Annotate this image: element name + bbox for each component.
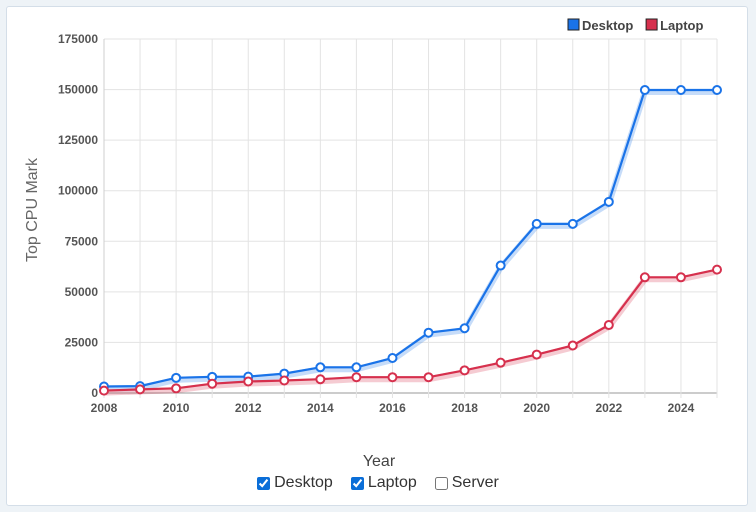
desktop-checkbox[interactable] [257,476,271,490]
legend-item-laptop: Laptop [645,18,703,33]
legend-swatch [645,18,658,31]
data-point [567,218,578,229]
data-point [171,372,182,383]
data-point [99,385,109,396]
x-tick-label: 2014 [307,401,334,415]
y-tick-label: 125000 [58,133,98,147]
data-point [531,349,542,360]
series-toggle-bar: Desktop Laptop Server [0,474,756,492]
data-point [675,84,686,95]
data-point [639,272,650,283]
x-tick-label: 2010 [163,401,190,415]
data-point [279,375,290,386]
legend-item-desktop: Desktop [567,18,633,33]
data-point [243,376,254,387]
data-point [603,320,614,331]
series-line [103,88,717,388]
toggle-laptop[interactable]: Laptop [350,474,417,492]
data-point [712,84,722,95]
data-point [639,84,650,95]
data-point [387,353,398,364]
data-point [315,374,326,385]
data-point [459,323,470,334]
server-checkbox-label: Server [451,474,499,491]
data-point [531,218,542,229]
server-checkbox[interactable] [434,476,448,490]
series-desktop [99,84,722,392]
y-tick-label: 25000 [65,335,99,349]
data-point [495,260,506,271]
x-tick-label: 2008 [91,401,118,415]
data-point [351,362,362,373]
y-tick-label: 75000 [65,234,99,248]
data-point [351,372,362,383]
data-point [423,372,434,383]
x-tick-label: 2020 [523,401,550,415]
data-point [135,384,146,395]
data-point [315,362,326,373]
axes: 0 25000 50000 75000 100000 125000 150000 175000… [58,32,695,415]
y-axis-label: Top CPU Mark [24,157,41,262]
x-tick-label: 2022 [595,401,622,415]
series-line-shadow [103,268,718,396]
series [99,84,722,396]
series-laptop [99,264,722,396]
series-line [103,268,718,392]
legend-label: Desktop [582,18,633,33]
legend: Desktop Laptop [567,18,703,33]
laptop-checkbox[interactable] [350,476,364,490]
desktop-checkbox-label: Desktop [274,474,333,491]
data-point [495,357,506,368]
x-tick-label: 2012 [235,401,262,415]
data-point [567,340,578,351]
data-point [712,264,722,275]
legend-label: Laptop [660,18,703,33]
y-tick-label: 100000 [58,184,98,198]
data-point [423,327,434,338]
data-point [603,196,614,207]
legend-swatch [567,18,580,31]
data-point [171,383,182,394]
x-axis-label: Year [363,453,396,470]
x-tick-label: 2016 [379,401,406,415]
y-tick-label: 50000 [65,285,99,299]
data-point [675,272,686,283]
data-point [207,378,218,389]
y-tick-label: 150000 [58,83,98,97]
x-tick-label: 2024 [668,401,695,415]
toggle-server[interactable]: Server [434,474,499,492]
toggle-desktop[interactable]: Desktop [257,474,333,492]
laptop-checkbox-label: Laptop [367,474,417,491]
y-tick-label: 0 [91,386,98,400]
y-tick-label: 175000 [58,32,98,46]
x-tick-label: 2018 [451,401,478,415]
data-point [387,372,398,383]
data-point [459,365,470,376]
